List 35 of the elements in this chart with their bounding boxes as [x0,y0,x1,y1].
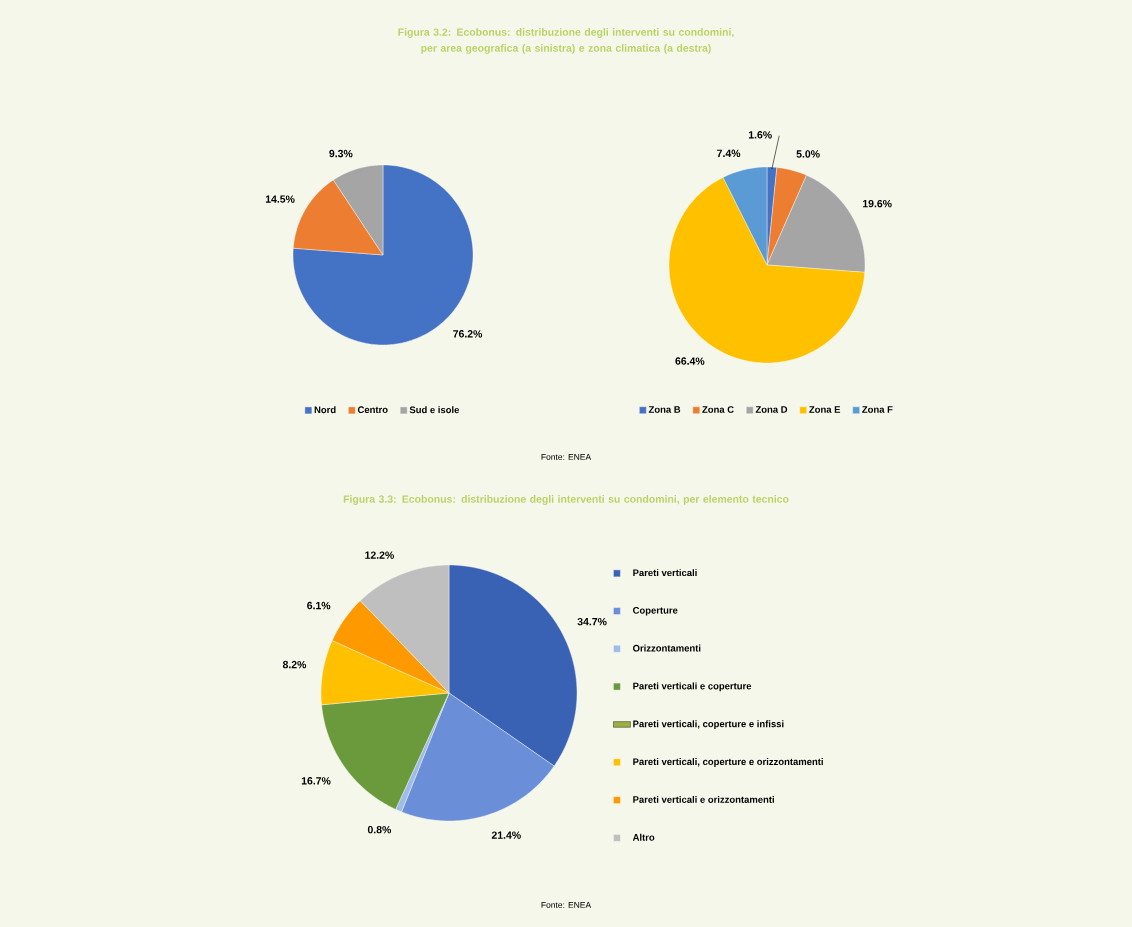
source-note: Fonte: ENEA [541,454,592,460]
legend-label: Zona F [862,406,893,413]
legend-label: Zona C [702,406,734,413]
data-label: 66.4% [675,357,705,365]
data-label: 8.2% [282,660,307,669]
source-note: Fonte: ENEA [541,902,592,908]
data-label: 0.8% [367,825,392,834]
legend-label: Pareti verticali, coperture e orizzontamenti [633,758,823,767]
data-label: 16.7% [301,777,331,785]
legend-label: Zona B [648,406,681,413]
data-label: 7.4% [717,149,741,157]
legend-label: Pareti verticali e orizzontamenti [633,795,774,803]
chart-title: Figura 3.3: Ecobonus: distribuzione degli interventi su condomini, per elemento tecnico [343,495,789,505]
data-label: 9.3% [329,149,353,158]
legend-label: Pareti verticali e coperture [633,682,752,692]
data-label: 1.6% [748,131,772,139]
data-label: 19.6% [862,199,892,208]
legend-label: Orizzontamenti [633,644,701,652]
data-label: 12.2% [365,551,394,559]
data-label: 34.7% [577,617,607,626]
data-label: 76.2% [453,330,483,338]
data-label: 5.0% [796,150,820,158]
data-label: 21.4% [491,831,521,839]
text: Figura 3.2: Ecobonus: distribuzione degli interventi su condomini, per area geografica (a sinistra) e zona climatica (a destra) [398,28,734,54]
legend-label: Nord [314,406,336,414]
legend-label: Coperture [633,607,678,616]
legend-label: Pareti verticali, coperture e infissi [633,720,784,730]
data-label: 6.1% [307,601,331,610]
legend-label: Zona E [809,406,841,413]
legend-label: Zona D [755,406,788,413]
data-label: 14.5% [265,195,295,203]
legend-label: Pareti verticali [633,569,697,577]
legend-label: Altro [632,833,655,841]
legend-label: Centro [357,406,388,414]
legend-label: Sud e isole [409,406,460,414]
